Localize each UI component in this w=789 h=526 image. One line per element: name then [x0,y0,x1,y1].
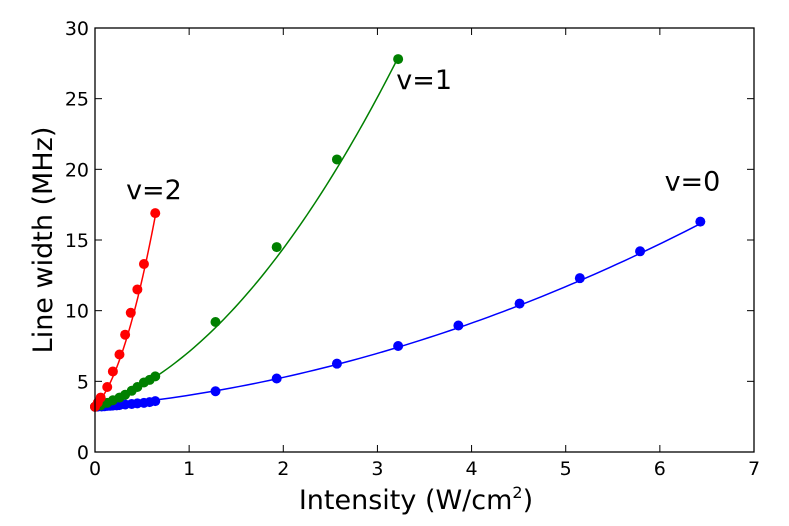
data-point-v=1 [331,154,342,165]
y-tick-label: 10 [65,301,89,323]
y-tick-label: 15 [65,230,89,252]
data-point-v=2 [114,349,125,360]
data-point-v=1 [271,242,282,253]
x-axis-label-superscript: 2 [512,483,522,502]
data-point-v=1 [210,316,221,327]
x-tick-label: 6 [654,458,666,480]
data-point-v=0 [635,246,646,257]
data-point-v=0 [514,298,525,309]
data-point-v=2 [107,366,118,377]
x-tick-label: 1 [183,458,195,480]
data-point-v=0 [271,373,282,384]
data-point-v=0 [210,386,221,397]
plot-background [95,28,754,452]
data-markers [90,54,706,412]
data-point-v=1 [393,54,404,65]
data-point-v=2 [132,284,143,295]
series-label-v=0: v=0 [665,167,721,198]
y-tick-label: 20 [65,159,89,181]
x-tick-label: 3 [371,458,383,480]
x-axis-label: Intensity (W/cm2) [299,483,533,516]
x-axis-label-main: Intensity (W/cm [299,485,513,516]
data-point-v=1 [150,371,161,382]
series-labels: v=0 v=1 v=2 [126,65,720,206]
data-point-v=0 [393,341,404,351]
data-point-v=2 [150,208,161,219]
data-point-v=2 [120,329,131,340]
series-label-v=2: v=2 [126,175,182,206]
y-tick-label: 30 [65,18,89,40]
tick-labels: 0 1 2 3 4 5 6 7 0 5 10 15 20 25 30 [65,18,760,480]
y-axis-label: Line width (MHz) [28,127,59,354]
x-tick-label: 4 [466,458,478,480]
series-label-v=1: v=1 [396,65,452,96]
data-point-v=0 [331,358,342,369]
x-tick-label: 0 [89,458,101,480]
y-tick-label: 5 [77,371,89,393]
data-point-v=2 [125,307,136,318]
plot-frame [94,27,755,453]
x-axis-label-close: ) [523,485,534,516]
data-point-v=0 [150,396,161,407]
y-tick-label: 0 [77,442,89,464]
data-point-v=0 [574,273,585,284]
data-point-v=2 [138,259,149,270]
x-tick-label: 2 [277,458,289,480]
x-tick-label: 5 [560,458,572,480]
y-tick-label: 25 [65,89,89,111]
x-tick-label: 7 [748,458,760,480]
data-point-v=2 [95,392,106,403]
data-point-v=0 [453,320,464,331]
data-point-v=2 [102,381,113,392]
data-point-v=0 [695,216,706,227]
